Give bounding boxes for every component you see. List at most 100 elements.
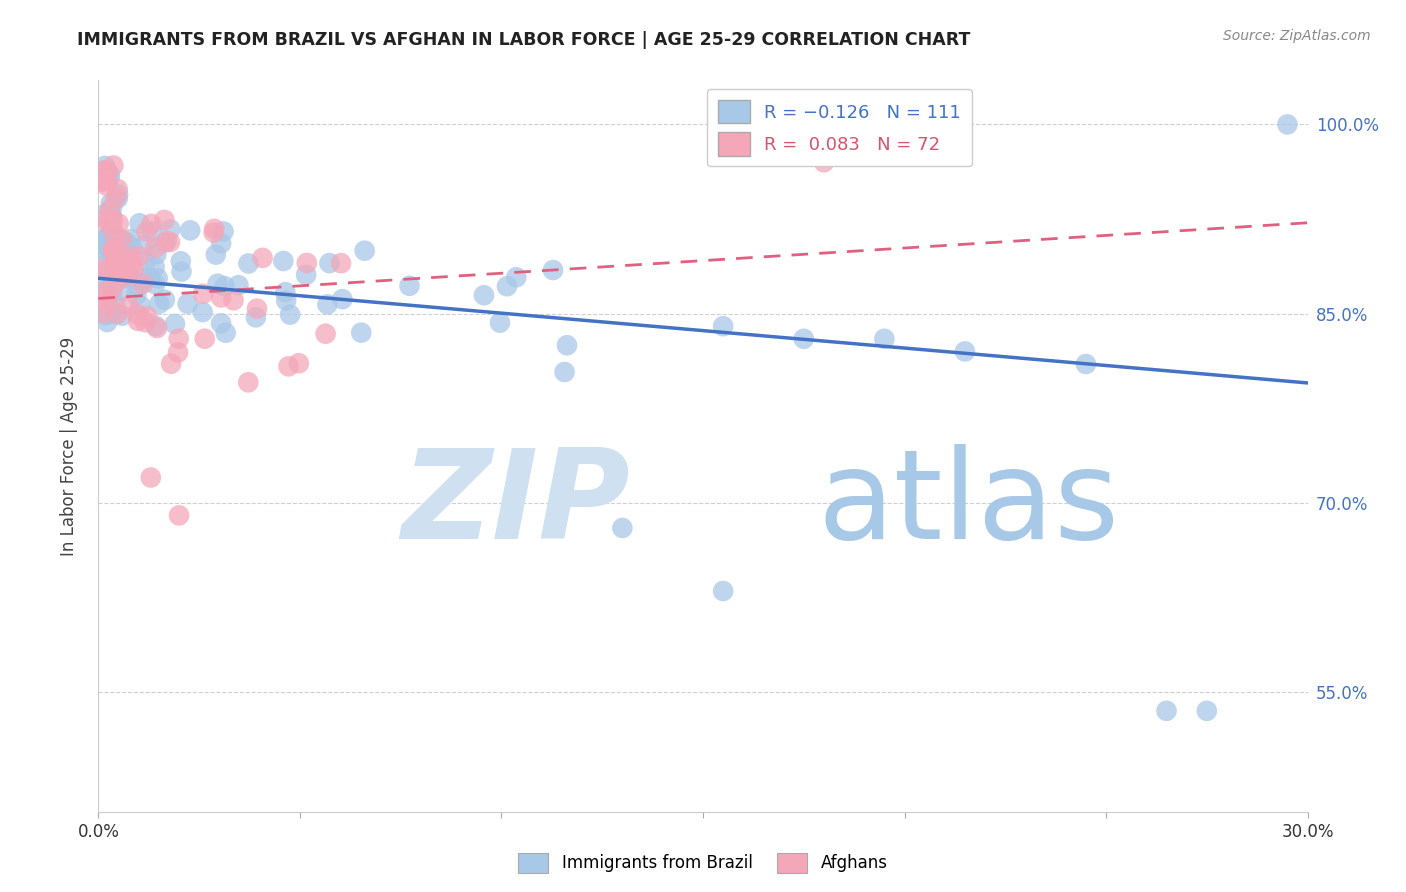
Immigrants from Brazil (134, 237, 156, 252)
Immigrants from Brazil (176, 297, 198, 311)
Immigrants from Brazil (214, 279, 236, 293)
Immigrants from Brazil (1277, 117, 1299, 131)
Immigrants from Brazil (873, 332, 896, 346)
Immigrants from Brazil (146, 271, 169, 285)
Immigrants from Brazil (228, 278, 250, 293)
Immigrants from Brazil (145, 247, 167, 261)
Afghans (202, 222, 225, 236)
Immigrants from Brazil (209, 236, 232, 251)
Immigrants from Brazil (505, 270, 527, 285)
Afghans (101, 281, 124, 295)
Afghans (209, 290, 232, 304)
Immigrants from Brazil (120, 272, 142, 286)
Afghans (104, 247, 127, 261)
Afghans (202, 226, 225, 240)
Afghans (145, 241, 167, 255)
Immigrants from Brazil (332, 292, 354, 306)
Afghans (107, 264, 129, 278)
Afghans (104, 228, 127, 243)
Immigrants from Brazil (91, 208, 114, 222)
Immigrants from Brazil (541, 263, 564, 277)
Afghans (105, 306, 128, 320)
Immigrants from Brazil (141, 224, 163, 238)
Immigrants from Brazil (128, 279, 150, 293)
Immigrants from Brazil (103, 237, 125, 252)
Immigrants from Brazil (555, 338, 578, 352)
Immigrants from Brazil (159, 222, 181, 236)
Immigrants from Brazil (207, 277, 229, 291)
Immigrants from Brazil (143, 277, 166, 292)
Afghans (101, 213, 124, 227)
Afghans (91, 306, 114, 320)
Immigrants from Brazil (101, 285, 124, 300)
Immigrants from Brazil (145, 319, 167, 334)
Immigrants from Brazil (131, 272, 153, 286)
Afghans (167, 345, 190, 359)
Afghans (93, 172, 115, 186)
Immigrants from Brazil (104, 257, 127, 271)
Afghans (125, 307, 148, 321)
Immigrants from Brazil (1074, 357, 1097, 371)
Immigrants from Brazil (170, 264, 193, 278)
Afghans (121, 256, 143, 270)
Immigrants from Brazil (278, 308, 301, 322)
Immigrants from Brazil (612, 521, 634, 535)
Text: atlas: atlas (818, 444, 1121, 565)
Immigrants from Brazil (94, 272, 117, 286)
Immigrants from Brazil (94, 231, 117, 245)
Immigrants from Brazil (93, 237, 115, 252)
Immigrants from Brazil (103, 247, 125, 261)
Immigrants from Brazil (148, 297, 170, 311)
Immigrants from Brazil (93, 258, 115, 272)
Immigrants from Brazil (125, 288, 148, 302)
Afghans (252, 251, 274, 265)
Immigrants from Brazil (191, 305, 214, 319)
Legend: Immigrants from Brazil, Afghans: Immigrants from Brazil, Afghans (512, 847, 894, 880)
Immigrants from Brazil (353, 244, 375, 258)
Immigrants from Brazil (101, 201, 124, 215)
Immigrants from Brazil (276, 293, 298, 308)
Immigrants from Brazil (94, 159, 117, 173)
Afghans (117, 254, 139, 268)
Afghans (96, 173, 118, 187)
Immigrants from Brazil (128, 216, 150, 230)
Immigrants from Brazil (107, 187, 129, 202)
Immigrants from Brazil (135, 254, 157, 268)
Immigrants from Brazil (111, 309, 134, 323)
Afghans (134, 315, 156, 329)
Immigrants from Brazil (91, 243, 114, 257)
Immigrants from Brazil (711, 319, 734, 334)
Immigrants from Brazil (153, 235, 176, 250)
Afghans (101, 243, 124, 257)
Immigrants from Brazil (496, 279, 519, 293)
Afghans (96, 163, 118, 178)
Afghans (93, 285, 115, 300)
Immigrants from Brazil (318, 256, 340, 270)
Afghans (122, 261, 145, 276)
Afghans (103, 159, 125, 173)
Afghans (127, 314, 149, 328)
Immigrants from Brazil (94, 238, 117, 252)
Afghans (105, 261, 128, 276)
Afghans (107, 182, 129, 196)
Text: ZIP: ZIP (402, 444, 630, 565)
Immigrants from Brazil (215, 326, 238, 340)
Immigrants from Brazil (245, 310, 267, 325)
Afghans (288, 356, 311, 370)
Afghans (156, 234, 179, 248)
Immigrants from Brazil (554, 365, 576, 379)
Afghans (91, 164, 114, 178)
Immigrants from Brazil (472, 288, 495, 302)
Y-axis label: In Labor Force | Age 25-29: In Labor Force | Age 25-29 (59, 336, 77, 556)
Immigrants from Brazil (163, 317, 186, 331)
Afghans (118, 298, 141, 312)
Immigrants from Brazil (238, 256, 260, 270)
Immigrants from Brazil (94, 309, 117, 323)
Immigrants from Brazil (350, 326, 373, 340)
Immigrants from Brazil (111, 284, 134, 298)
Afghans (146, 321, 169, 335)
Immigrants from Brazil (101, 210, 124, 224)
Afghans (139, 470, 162, 484)
Text: Source: ZipAtlas.com: Source: ZipAtlas.com (1223, 29, 1371, 43)
Afghans (97, 263, 120, 277)
